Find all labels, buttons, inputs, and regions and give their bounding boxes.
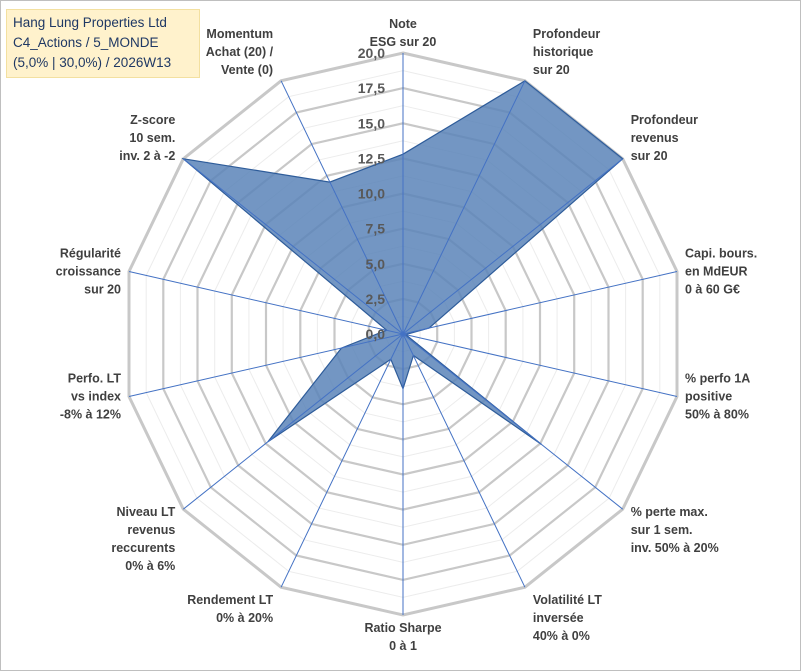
axis-spoke [402,333,624,510]
axis-label: Capi. bours. en MdEUR 0 à 60 G€ [685,247,757,297]
axis-label-line: revenus [631,131,679,145]
axis-spoke [182,333,404,510]
axis-label-line: Perfo. LT [68,372,122,386]
axis-label-line: 0 à 60 G€ [685,283,740,297]
tick-label: 0,0 [366,326,386,342]
axis-label: Z-score 10 sem. inv. 2 à -2 [119,113,175,163]
axis-label-line: Ratio Sharpe [364,621,441,635]
axis-label-line: historique [533,45,593,59]
axis-label-line: sur 1 sem. [631,523,693,537]
axis-label-line: Niveau LT [116,505,175,519]
axis-label-line: 0 à 1 [389,639,417,653]
axis-spoke [402,333,678,397]
company-name: Hang Lung Properties Ltd [13,15,167,30]
axis-label-line: 10 sem. [129,131,175,145]
axis-label-line: 50% à 80% [685,408,749,422]
tick-label: 2,5 [366,291,386,307]
tick-label: 20,0 [358,45,385,61]
axis-label-line: revenus [127,523,175,537]
axis-spoke [402,158,624,335]
axis-label-line: en MdEUR [685,265,748,279]
axis-label-line: 40% à 0% [533,629,590,643]
axis-label-line: 0% à 6% [125,559,175,573]
axis-label-line: Z-score [130,113,175,127]
axis-label-line: 0% à 20% [216,611,273,625]
axis-label: Momentum Achat (20) / Vente (0) [206,27,274,77]
axis-label-line: inv. 2 à -2 [119,149,175,163]
tick-label: 12,5 [358,150,385,166]
axis-label-line: Capi. bours. [685,247,757,261]
axis-label: % perfo 1A positive 50% à 80% [685,372,750,422]
weights-and-week: (5,0% | 30,0%) / 2026W13 [13,55,172,70]
axis-label: Volatilité LT inversée 40% à 0% [533,593,602,643]
axis-label: Rendement LT 0% à 20% [187,593,273,625]
tick-label: 5,0 [366,256,386,272]
axis-label-line: ESG sur 20 [370,35,437,49]
axis-label-line: sur 20 [533,63,570,77]
axis-label-line: inversée [533,611,584,625]
axis-label-line: Achat (20) / [206,45,274,59]
radial-tick-labels: 0,0 2,5 5,0 7,5 10,0 12,5 15,0 17,5 20,0 [358,45,385,342]
axis-spoke [128,271,404,335]
axis-label-line: Régularité [60,247,121,261]
portfolio-category: C4_Actions / 5_MONDE [13,35,159,50]
tick-label: 15,0 [358,115,385,131]
axis-label: Profondeur revenus sur 20 [631,113,698,163]
tick-label: 10,0 [358,186,385,202]
axis-label: % perte max. sur 1 sem. inv. 50% à 20% [631,505,719,555]
axis-spoke [402,333,526,588]
axis-label: Ratio Sharpe 0 à 1 [364,621,441,653]
axis-label-line: % perfo 1A [685,372,750,386]
axis-spoke [402,271,678,335]
axis-label-line: Profondeur [533,27,600,41]
axis-label: Niveau LT revenus reccurents 0% à 6% [111,505,175,573]
axis-label-line: sur 20 [84,283,121,297]
axis-label-line: Note [389,17,417,31]
axis-spoke [402,80,526,335]
axis-label-line: reccurents [111,541,175,555]
axis-label-line: croissance [56,265,121,279]
axis-spoke [182,158,404,335]
tick-label: 7,5 [366,221,386,237]
axis-label-line: positive [685,390,732,404]
axis-spoke [280,80,404,335]
axis-label-line: sur 20 [631,149,668,163]
axis-label: Note ESG sur 20 [370,17,437,49]
axis-spoke [280,333,404,588]
axis-label-line: inv. 50% à 20% [631,541,719,555]
axis-label-line: Rendement LT [187,593,273,607]
axis-label: Régularité croissance sur 20 [56,247,121,297]
axis-label-line: Momentum [206,27,273,41]
axis-label: Profondeur historique sur 20 [533,27,600,77]
axis-label-line: Volatilité LT [533,593,602,607]
axis-label-line: Vente (0) [221,63,273,77]
axis-labels: Note ESG sur 20 Profondeur historique sur 20… [56,17,758,653]
axis-label-line: vs index [71,390,121,404]
tick-label: 17,5 [358,80,385,96]
axis-spoke [128,333,404,397]
axis-label-line: Profondeur [631,113,698,127]
chart-title-box: Hang Lung Properties Ltd C4_Actions / 5_… [6,9,200,78]
radar-spokes [128,53,678,615]
axis-label-line: % perte max. [631,505,708,519]
axis-label-line: -8% à 12% [60,408,121,422]
axis-label: Perfo. LT vs index -8% à 12% [60,372,122,422]
